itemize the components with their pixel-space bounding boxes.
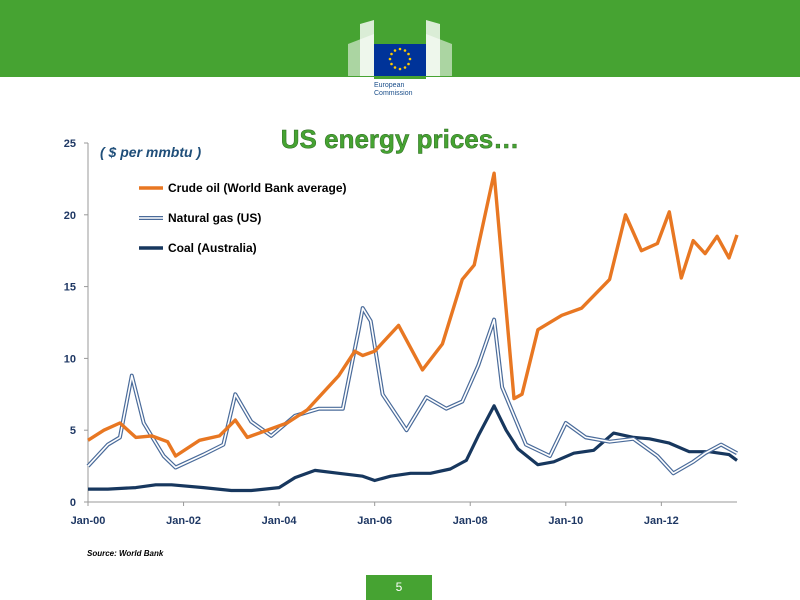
legend-label-coal: Coal (Australia) [168,241,257,255]
x-tick-label: Jan-08 [453,515,488,527]
crude-oil-series-line [87,171,739,458]
x-tick-label: Jan-12 [644,515,679,527]
european-commission-logo: European Commission [340,14,460,104]
y-tick-label: 25 [64,138,76,150]
page-number: 5 [366,575,432,600]
legend-label-natural-gas: Natural gas (US) [168,211,261,225]
x-tick-label: Jan-02 [166,515,201,527]
x-tick-label: Jan-10 [548,515,583,527]
legend-label-crude-oil: Crude oil (World Bank average) [168,181,346,195]
commission-building-icon [348,20,452,79]
series-layer [86,171,739,493]
y-tick-label: 10 [64,353,76,365]
x-tick-label: Jan-06 [357,515,392,527]
eu-stars-icon [388,47,412,71]
y-tick-label: 20 [64,210,76,222]
coal-series-line [88,404,738,493]
source-note: Source: World Bank [87,549,164,558]
y-tick-label: 5 [70,425,76,437]
natural-gas-series-inner [87,307,738,475]
slide-title: US energy prices… [281,124,519,154]
y-tick-label: 15 [64,282,76,294]
x-tick-label: Jan-00 [71,515,106,527]
axes: 0 5 10 15 20 25 Jan-00 Jan-02 Jan-04 Jan-06 Jan-08… [64,138,737,527]
unit-label: ( $ per mmbtu ) [100,144,201,160]
logo-label: European Commission [374,82,413,98]
x-tick-label: Jan-04 [262,515,298,527]
y-tick-label: 0 [70,497,76,509]
legend: Crude oil (World Bank average) Natural ga… [139,181,346,255]
energy-price-chart: US energy prices… ( $ per mmbtu ) 0 5 10 15… [64,124,739,527]
logo-line-1: European [374,82,405,89]
logo-line-2: Commission [374,90,413,97]
